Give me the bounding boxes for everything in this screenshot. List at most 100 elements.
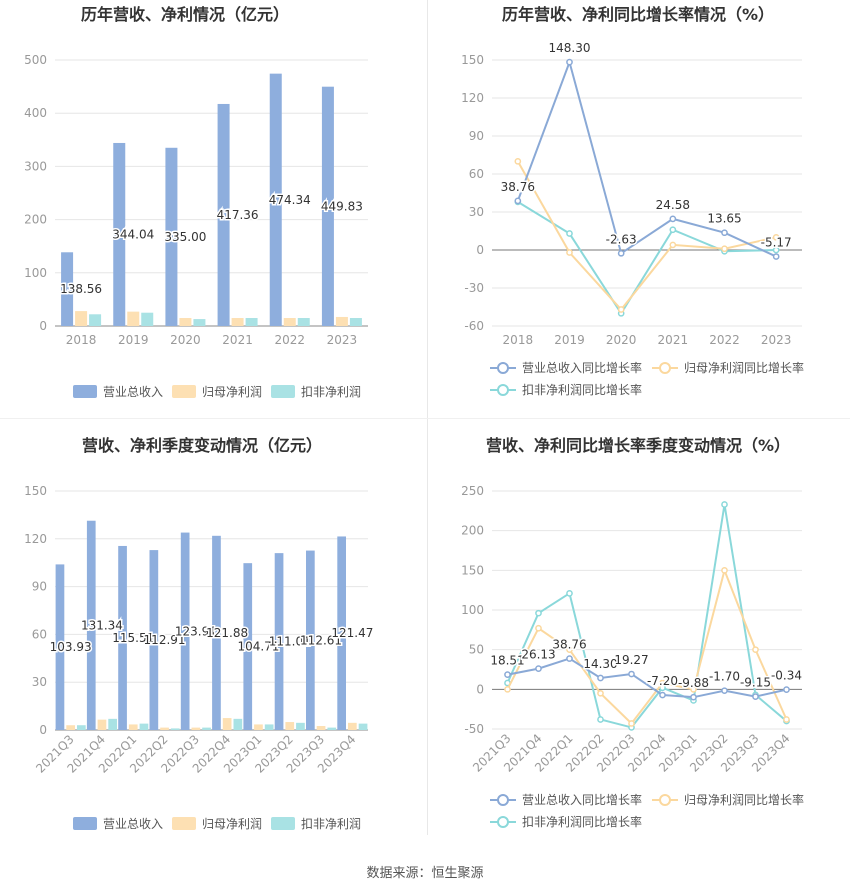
data-label: 14.30 (583, 657, 617, 671)
line-扣非净利润同比增长率 (506, 504, 788, 729)
data-label: 121.88 (206, 626, 248, 640)
legend-label: 扣非净利润同比增长率 (522, 814, 642, 829)
bar-扣非净利润 (233, 718, 243, 730)
legend-label: 营业总收入同比增长率 (522, 792, 642, 807)
legend-label: 营业总收入 (103, 385, 163, 399)
data-label: 103.93 (50, 640, 92, 654)
data-label: 138.56 (60, 282, 102, 296)
point-营业总收入同比增长率 (721, 687, 728, 695)
data-label: 104.71 (237, 640, 279, 654)
y-tick-label: 0 (476, 682, 484, 696)
x-tick-label: 2023 (327, 333, 358, 347)
y-tick-label: 30 (32, 675, 47, 689)
point-营业总收入同比增长率 (597, 674, 604, 682)
point-营业总收入同比增长率 (659, 691, 666, 699)
line-归母净利润同比增长率 (506, 567, 788, 725)
y-tick-label: 150 (24, 484, 47, 498)
point-归母净利润同比增长率 (721, 566, 728, 574)
bar-营业总收入 (269, 73, 282, 326)
x-tick-label: 2022 (274, 333, 305, 347)
y-tick-label: 500 (24, 53, 47, 67)
point-营业总收入同比增长率 (783, 686, 790, 693)
bar-营业总收入 (212, 535, 221, 730)
legend-swatch (271, 385, 295, 398)
point-营业总收入同比增长率 (752, 693, 759, 700)
legend-label: 扣非净利润 (301, 385, 361, 399)
data-label: 38.76 (501, 180, 535, 194)
y-tick-label: 300 (24, 159, 47, 173)
bar-归母净利润 (127, 311, 140, 326)
point-归母净利润同比增长率 (566, 249, 573, 256)
chart-title: 营收、净利季度变动情况（亿元） (82, 436, 322, 455)
point-营业总收入同比增长率 (566, 58, 573, 66)
data-label: 112.91 (144, 633, 186, 647)
data-label: 474.34 (269, 193, 311, 207)
point-扣非净利润同比增长率 (669, 226, 677, 234)
chart-title: 历年营收、净利情况（亿元） (81, 5, 289, 24)
bar-归母净利润 (222, 718, 232, 730)
chart-2: 历年营收、净利同比增长率情况（%） -60 -30 0 30 60 90 120 150 2018… (461, 5, 804, 397)
bar-扣非净利润 (327, 727, 337, 730)
point-归母净利润同比增长率 (504, 685, 511, 693)
data-label: 38.76 (552, 638, 586, 652)
data-label: -7.20 (647, 674, 678, 688)
point-归母净利润同比增长率 (783, 716, 790, 723)
legend-swatch (271, 817, 295, 830)
point-营业总收入同比增长率 (514, 197, 522, 205)
y-tick-label: -60 (464, 319, 484, 333)
bar-营业总收入 (337, 536, 347, 730)
bar-扣非净利润 (202, 727, 211, 730)
bar-扣非净利润 (76, 725, 86, 730)
x-tick-label: 2020 (606, 333, 637, 347)
legend-marker (497, 362, 509, 374)
data-source-note: 数据来源：恒生聚源 (366, 866, 484, 881)
bar-扣非净利润 (193, 319, 206, 326)
y-tick-label: 100 (461, 603, 484, 617)
y-tick-label: 200 (461, 524, 484, 538)
x-tick-label: 2020 (170, 333, 201, 347)
legend: 营业总收入 归母净利润 扣非净利润 (73, 385, 361, 399)
point-归母净利润同比增长率 (535, 624, 542, 632)
legend-label: 归母净利润同比增长率 (684, 360, 804, 375)
point-扣非净利润同比增长率 (535, 609, 542, 617)
y-tick-label: 0 (39, 723, 47, 737)
bar-归母净利润 (283, 318, 296, 326)
bar-扣非净利润 (139, 723, 149, 730)
legend-swatch (73, 817, 97, 830)
data-label: 148.30 (549, 41, 591, 55)
legend-swatch (172, 385, 196, 398)
legend-swatch (73, 385, 97, 398)
bar-营业总收入 (118, 545, 127, 730)
y-tick-label: 100 (24, 266, 47, 280)
point-营业总收入同比增长率 (566, 655, 573, 662)
chart-3: 营收、净利季度变动情况（亿元）03060901201502021Q32021Q4… (24, 436, 375, 831)
x-tick-label: 2019 (554, 333, 585, 347)
data-label: -9.88 (678, 676, 709, 690)
y-tick-label: 90 (32, 580, 47, 594)
y-tick-label: 120 (461, 91, 484, 105)
y-tick-label: 200 (24, 213, 47, 227)
chart-title: 历年营收、净利同比增长率情况（%） (502, 5, 774, 24)
bar-归母净利润 (231, 318, 244, 326)
data-label: 449.83 (321, 199, 363, 213)
bar-归母净利润 (160, 727, 169, 730)
x-tick-label: 2021 (222, 333, 253, 347)
point-归母净利润同比增长率 (566, 646, 573, 654)
point-扣非净利润同比增长率 (597, 716, 604, 723)
bar-归母净利润 (75, 311, 88, 326)
data-label: 417.36 (217, 208, 259, 222)
y-tick-label: 120 (24, 532, 47, 546)
data-label: 24.58 (656, 198, 690, 212)
bar-扣非净利润 (358, 723, 368, 730)
y-tick-label: 150 (461, 563, 484, 577)
y-tick-label: 60 (32, 627, 47, 641)
bar-营业总收入 (180, 532, 190, 730)
bar-归母净利润 (191, 727, 201, 730)
legend-swatch (172, 817, 196, 830)
point-营业总收入同比增长率 (628, 670, 635, 678)
legend-label: 归母净利润 (202, 385, 262, 399)
legend: 营业总收入 归母净利润 扣非净利润 (73, 817, 361, 831)
